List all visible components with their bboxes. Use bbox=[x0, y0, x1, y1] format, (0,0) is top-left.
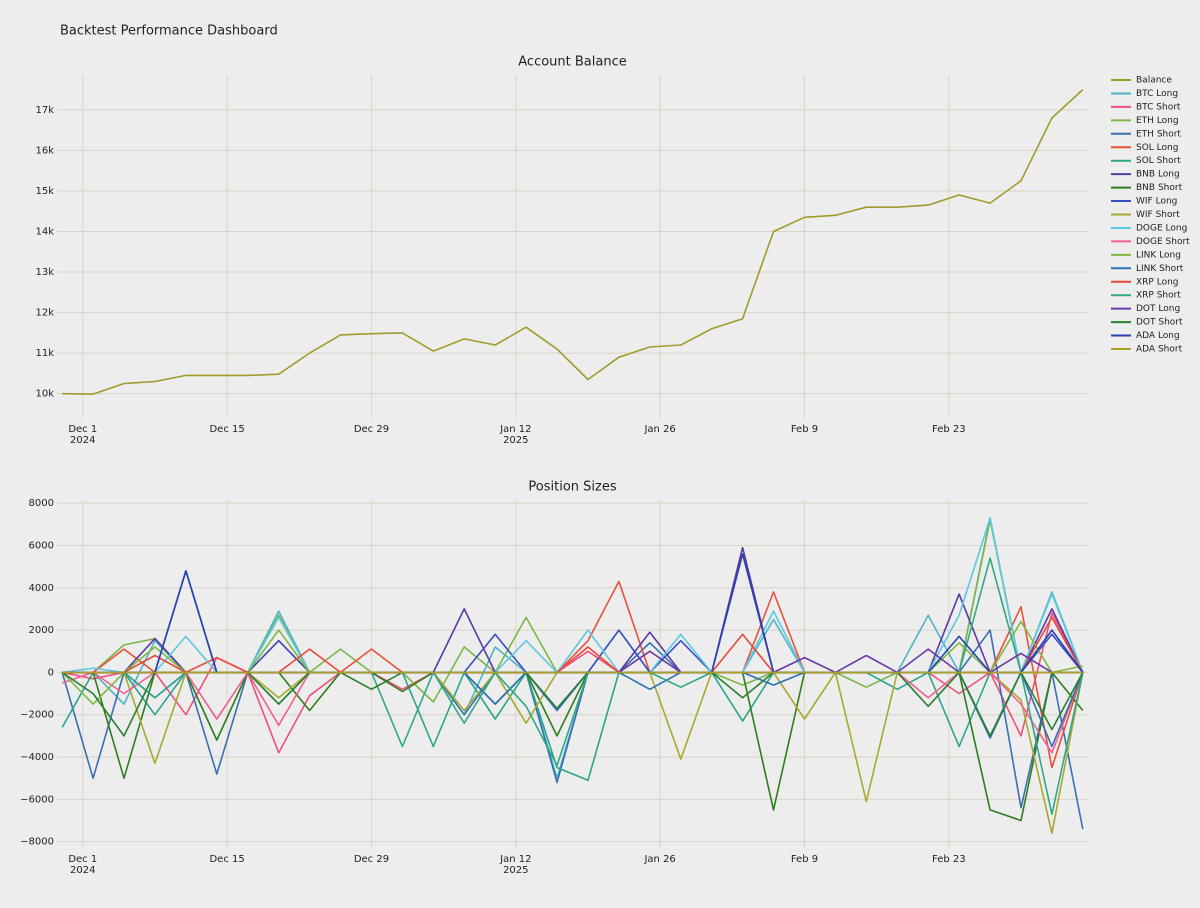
dashboard-title: Backtest Performance Dashboard bbox=[60, 24, 278, 39]
y-tick-label: 12k bbox=[35, 308, 54, 319]
y-tick-label: 4000 bbox=[29, 583, 54, 594]
legend-label: WIF Long bbox=[1136, 197, 1177, 207]
y-tick-label: 15k bbox=[35, 186, 54, 197]
legend-label: SOL Short bbox=[1136, 156, 1181, 166]
x-tick-label: Jan 26 bbox=[643, 854, 675, 865]
legend-label: BTC Short bbox=[1136, 102, 1181, 112]
y-tick-label: −4000 bbox=[20, 752, 54, 763]
legend-label: DOT Long bbox=[1136, 304, 1180, 314]
legend-label: XRP Long bbox=[1136, 277, 1179, 287]
legend-label: BNB Short bbox=[1136, 183, 1183, 193]
legend-label: SOL Long bbox=[1136, 143, 1178, 153]
y-tick-label: −6000 bbox=[20, 794, 54, 805]
x-tick-label: Dec 15 bbox=[209, 424, 244, 435]
legend-label: LINK Short bbox=[1136, 264, 1184, 274]
series-line bbox=[62, 89, 1084, 395]
x-tick-label: Jan 12 2025 bbox=[499, 854, 531, 876]
y-tick-label: 11k bbox=[35, 348, 54, 359]
x-tick-label: Jan 26 bbox=[643, 424, 675, 435]
x-tick-label: Dec 29 bbox=[354, 424, 389, 435]
y-tick-label: 0 bbox=[48, 667, 54, 678]
legend-label: DOGE Long bbox=[1136, 223, 1187, 233]
x-tick-label: Jan 12 2025 bbox=[499, 424, 531, 446]
x-tick-label: Dec 1 2024 bbox=[68, 854, 97, 876]
legend-label: BNB Long bbox=[1136, 170, 1180, 180]
legend-label: XRP Short bbox=[1136, 291, 1181, 301]
chart-title: Position Sizes bbox=[528, 480, 616, 495]
y-tick-label: 13k bbox=[35, 267, 54, 278]
y-tick-label: −8000 bbox=[20, 837, 54, 848]
legend-label: ETH Short bbox=[1136, 129, 1181, 139]
y-tick-label: 17k bbox=[35, 105, 54, 116]
legend-label: DOGE Short bbox=[1136, 237, 1190, 247]
y-tick-label: 6000 bbox=[29, 540, 54, 551]
x-tick-label: Dec 1 2024 bbox=[68, 424, 97, 446]
y-tick-label: 8000 bbox=[29, 498, 54, 509]
y-tick-label: 16k bbox=[35, 145, 54, 156]
legend-label: ADA Long bbox=[1136, 331, 1180, 341]
legend-label: DOT Short bbox=[1136, 318, 1183, 328]
chart-title: Account Balance bbox=[518, 55, 626, 70]
y-tick-label: −2000 bbox=[20, 710, 54, 721]
x-tick-label: Feb 23 bbox=[932, 854, 966, 865]
x-tick-label: Feb 9 bbox=[791, 854, 818, 865]
legend-label: WIF Short bbox=[1136, 210, 1180, 220]
legend-label: ADA Short bbox=[1136, 345, 1183, 355]
x-tick-label: Feb 9 bbox=[791, 424, 818, 435]
legend-label: Balance bbox=[1136, 76, 1172, 86]
legend-label: BTC Long bbox=[1136, 89, 1178, 99]
x-tick-label: Dec 15 bbox=[209, 854, 244, 865]
y-tick-label: 14k bbox=[35, 226, 54, 237]
legend-label: ETH Long bbox=[1136, 116, 1179, 126]
legend-label: LINK Long bbox=[1136, 250, 1181, 260]
x-tick-label: Dec 29 bbox=[354, 854, 389, 865]
y-tick-label: 2000 bbox=[29, 625, 54, 636]
x-tick-label: Feb 23 bbox=[932, 424, 966, 435]
y-tick-label: 10k bbox=[35, 389, 54, 400]
